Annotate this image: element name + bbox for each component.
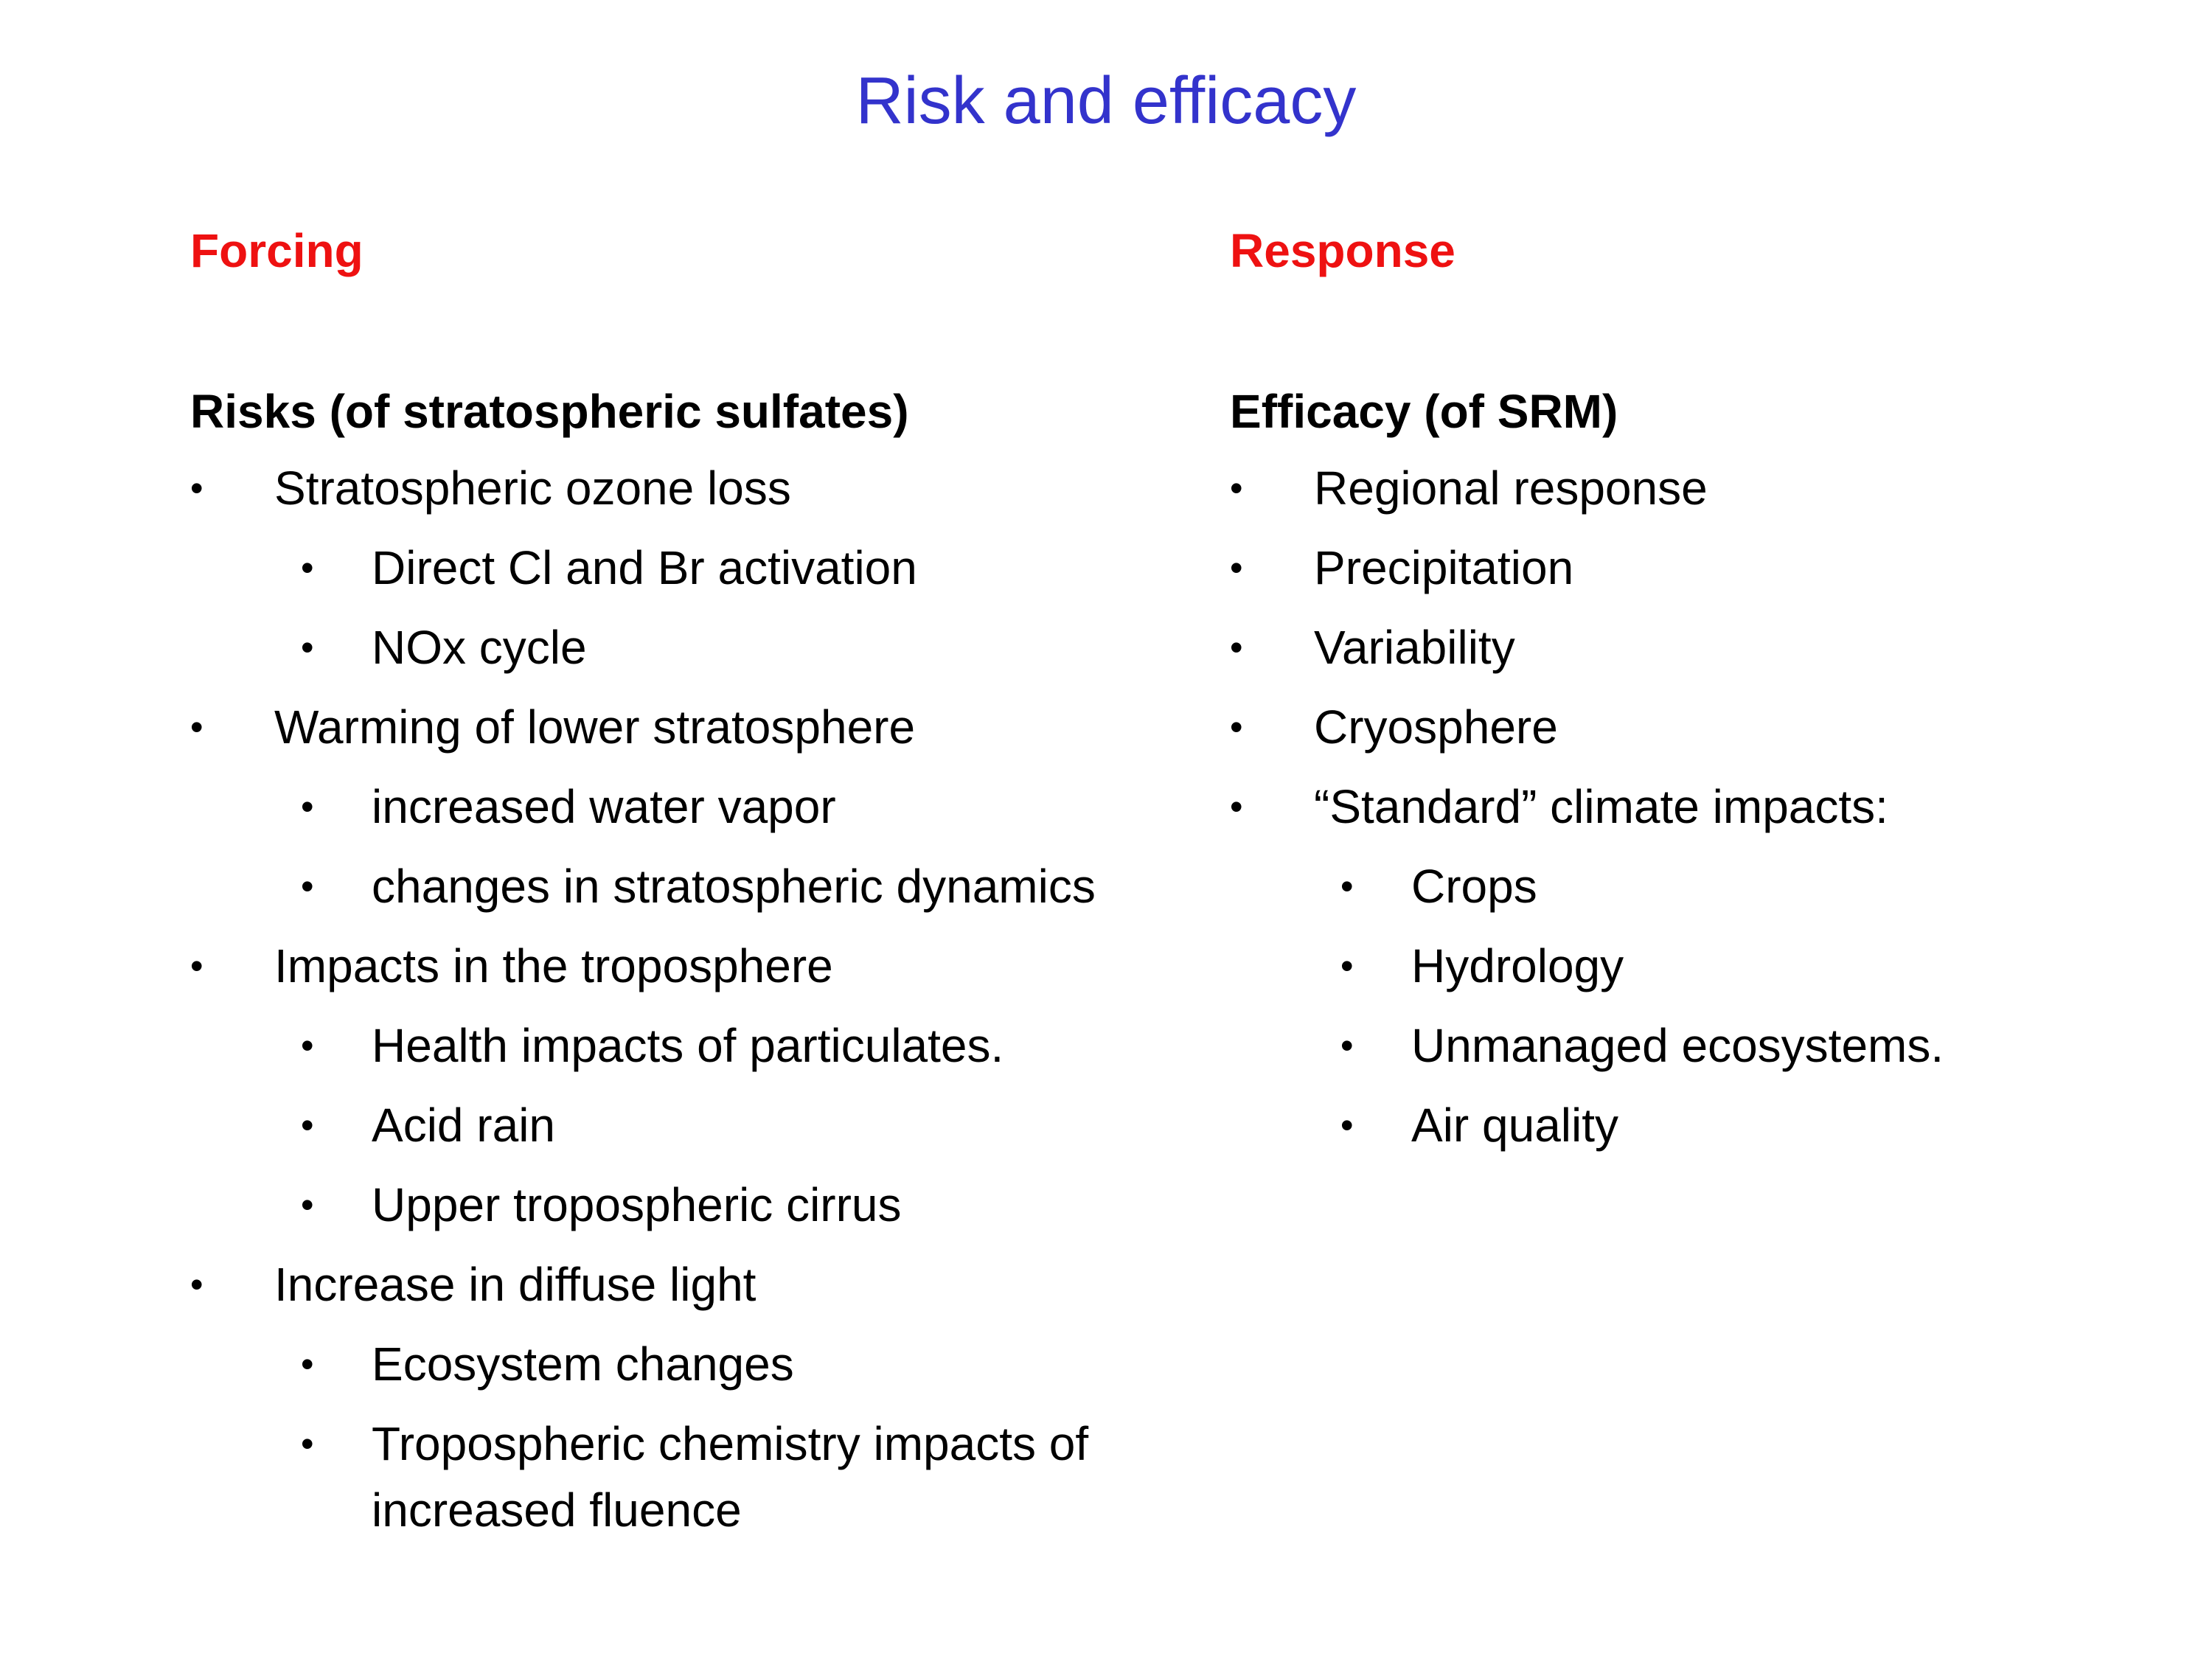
list-item-text: Impacts in the troposphere bbox=[274, 939, 833, 992]
list-item-text: Tropospheric chemistry impacts of increa… bbox=[372, 1417, 1089, 1537]
bullet-icon: • bbox=[1230, 627, 1243, 668]
bullet-icon: • bbox=[190, 1264, 204, 1305]
list-item: • NOx cycle bbox=[190, 608, 1208, 687]
list-item: • Unmanaged ecosystems. bbox=[1230, 1006, 2115, 1085]
bullet-icon: • bbox=[301, 1343, 314, 1385]
bullet-icon: • bbox=[190, 467, 204, 509]
list-item-text: Precipitation bbox=[1314, 541, 1574, 594]
bullet-icon: • bbox=[1340, 866, 1354, 907]
list-item-text: Hydrology bbox=[1411, 939, 1624, 992]
list-item: • Acid rain bbox=[190, 1085, 1208, 1165]
list-item: • Upper tropospheric cirrus bbox=[190, 1165, 1208, 1245]
bullet-icon: • bbox=[301, 786, 314, 827]
response-heading: Response bbox=[1230, 224, 1455, 277]
list-item: • “Standard” climate impacts: bbox=[1230, 767, 2115, 846]
forcing-heading: Forcing bbox=[190, 224, 364, 277]
list-item-text: Ecosystem changes bbox=[372, 1338, 794, 1391]
list-item: • Precipitation bbox=[1230, 528, 2115, 608]
list-item: • Ecosystem changes bbox=[190, 1324, 1208, 1404]
list-item: • changes in stratospheric dynamics bbox=[190, 846, 1208, 926]
list-item: • increased water vapor bbox=[190, 767, 1208, 846]
list-item-text: Air quality bbox=[1411, 1099, 1618, 1152]
list-item-text: increased water vapor bbox=[372, 780, 836, 833]
bullet-icon: • bbox=[1340, 1105, 1354, 1146]
bullet-icon: • bbox=[301, 547, 314, 588]
bullet-icon: • bbox=[190, 706, 204, 748]
forcing-column: Forcing Risks (of stratospheric sulfates… bbox=[190, 214, 1208, 1550]
list-item: • Health impacts of particulates. bbox=[190, 1006, 1208, 1085]
list-item-text: Warming of lower stratosphere bbox=[274, 700, 916, 754]
bullet-icon: • bbox=[301, 1184, 314, 1225]
list-item-text: Health impacts of particulates. bbox=[372, 1019, 1004, 1072]
risks-bullet-list: • Stratospheric ozone loss • Direct Cl and … bbox=[190, 448, 1208, 1550]
list-item-text: Upper tropospheric cirrus bbox=[372, 1178, 902, 1231]
bullet-icon: • bbox=[301, 866, 314, 907]
bullet-icon: • bbox=[1230, 547, 1243, 588]
list-item-text: Variability bbox=[1314, 621, 1515, 674]
slide-title: Risk and efficacy bbox=[855, 64, 1357, 138]
bullet-icon: • bbox=[1230, 467, 1243, 509]
list-item-text: “Standard” climate impacts: bbox=[1314, 780, 1888, 833]
list-item: • Impacts in the troposphere bbox=[190, 926, 1208, 1006]
list-item-text: changes in stratospheric dynamics bbox=[372, 860, 1096, 913]
efficacy-bullet-list: • Regional response • Precipitation • Variabi… bbox=[1230, 448, 2115, 1165]
bullet-icon: • bbox=[1230, 786, 1243, 827]
list-item: • Crops bbox=[1230, 846, 2115, 926]
bullet-icon: • bbox=[1230, 706, 1243, 748]
list-item: • Air quality bbox=[1230, 1085, 2115, 1165]
list-item: • Tropospheric chemistry impacts of incre… bbox=[190, 1404, 1208, 1550]
bullet-icon: • bbox=[301, 627, 314, 668]
list-item: • Increase in diffuse light bbox=[190, 1245, 1208, 1324]
list-item-text: NOx cycle bbox=[372, 621, 587, 674]
list-item-text: Cryosphere bbox=[1314, 700, 1558, 754]
list-item: • Stratospheric ozone loss bbox=[190, 448, 1208, 528]
bullet-icon: • bbox=[1340, 1025, 1354, 1066]
list-item: • Hydrology bbox=[1230, 926, 2115, 1006]
list-item: • Regional response bbox=[1230, 448, 2115, 528]
response-column: Response Efficacy (of SRM) • Regional res… bbox=[1230, 214, 2115, 1165]
list-item: • Cryosphere bbox=[1230, 687, 2115, 767]
bullet-icon: • bbox=[301, 1423, 314, 1464]
list-item-text: Crops bbox=[1411, 860, 1537, 913]
bullet-icon: • bbox=[1340, 945, 1354, 987]
risks-subheading: Risks (of stratospheric sulfates) bbox=[190, 385, 909, 438]
list-item-text: Acid rain bbox=[372, 1099, 555, 1152]
list-item: • Direct Cl and Br activation bbox=[190, 528, 1208, 608]
list-item-text: Increase in diffuse light bbox=[274, 1258, 757, 1311]
efficacy-subheading: Efficacy (of SRM) bbox=[1230, 385, 1618, 438]
bullet-icon: • bbox=[190, 945, 204, 987]
list-item-text: Direct Cl and Br activation bbox=[372, 541, 917, 594]
bullet-icon: • bbox=[301, 1025, 314, 1066]
list-item-text: Regional response bbox=[1314, 462, 1708, 515]
list-item-text: Unmanaged ecosystems. bbox=[1411, 1019, 1944, 1072]
list-item: • Variability bbox=[1230, 608, 2115, 687]
bullet-icon: • bbox=[301, 1105, 314, 1146]
list-item: • Warming of lower stratosphere bbox=[190, 687, 1208, 767]
list-item-text: Stratospheric ozone loss bbox=[274, 462, 791, 515]
